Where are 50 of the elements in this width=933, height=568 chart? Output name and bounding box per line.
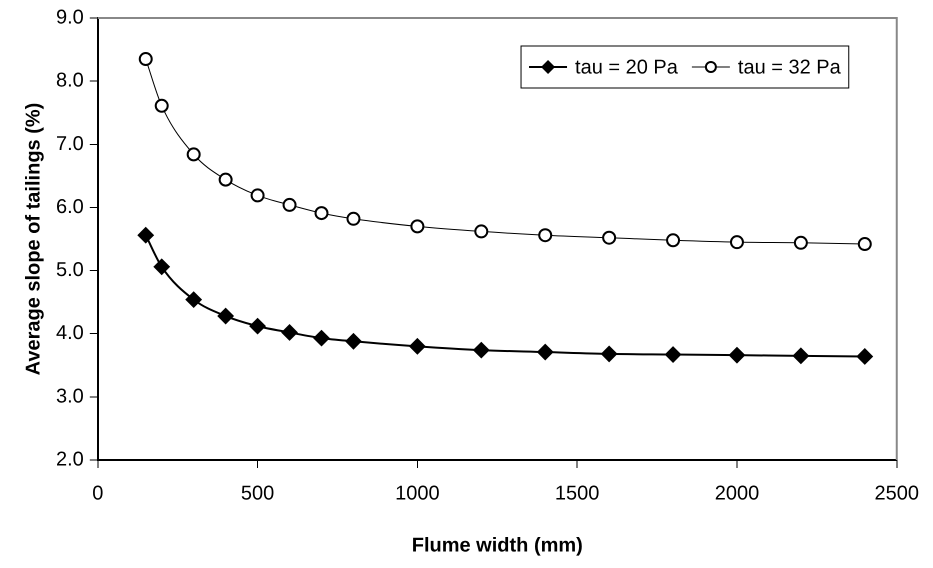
x-axis-title: Flume width (mm) (412, 534, 583, 557)
legend-label: tau = 20 Pa (575, 56, 679, 79)
point (218, 308, 234, 324)
point (410, 219, 424, 234)
point (537, 344, 554, 360)
legend-label: tau = 32 Pa (738, 56, 842, 79)
point (282, 324, 298, 340)
point (282, 198, 297, 212)
point (250, 318, 266, 334)
point (409, 338, 426, 354)
point (666, 233, 680, 248)
point (602, 230, 616, 245)
y-tick-label: 2.0 (56, 448, 84, 471)
point (154, 98, 169, 113)
point (538, 228, 552, 242)
point (346, 212, 360, 226)
point (250, 188, 265, 202)
y-tick-label: 5.0 (56, 259, 84, 282)
point (730, 235, 744, 250)
y-tick-label: 4.0 (56, 322, 84, 344)
y-tick-label: 6.0 (56, 196, 84, 218)
point (154, 258, 170, 275)
point (474, 224, 488, 238)
point (218, 172, 233, 187)
point (728, 347, 745, 364)
point (314, 206, 329, 220)
y-tick-label: 9.0 (56, 6, 84, 29)
y-tick-label: 8.0 (56, 70, 84, 92)
point (856, 348, 873, 364)
y-axis-title: Average slope of tailings (%) (22, 102, 45, 376)
point (345, 333, 362, 350)
point (792, 348, 809, 364)
point (186, 147, 201, 162)
point (473, 342, 490, 358)
point (314, 330, 330, 346)
x-tick-label: 2000 (714, 482, 760, 505)
y-tick-label: 3.0 (56, 385, 84, 408)
x-tick-label: 500 (240, 482, 274, 505)
point (665, 346, 682, 363)
point (858, 237, 872, 252)
x-tick-label: 1500 (554, 482, 600, 505)
x-tick-label: 1000 (395, 482, 440, 505)
y-tick-label: 7.0 (56, 132, 84, 155)
point (601, 346, 618, 362)
point (138, 52, 153, 66)
point (138, 227, 154, 244)
point (186, 292, 202, 308)
x-tick-label: 2500 (874, 482, 920, 505)
x-tick-label: 0 (92, 482, 104, 505)
point (794, 236, 808, 250)
